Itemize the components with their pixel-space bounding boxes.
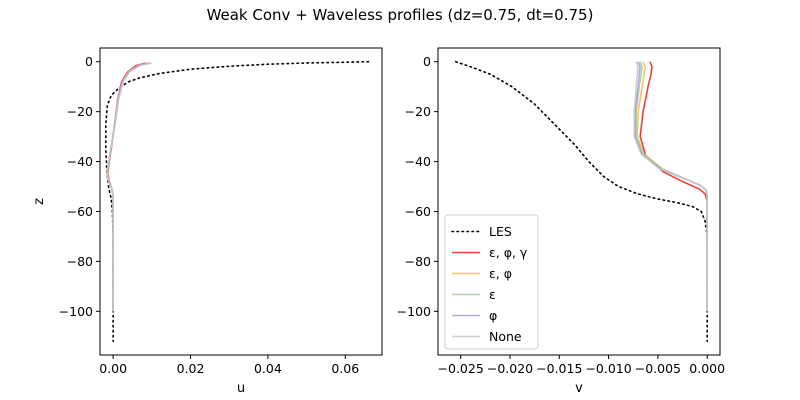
x-tick-label: −0.010 bbox=[585, 361, 631, 376]
y-tick-label: −20 bbox=[67, 104, 93, 119]
y-tick-label: −20 bbox=[405, 104, 431, 119]
legend: LES ε, φ, γ ε, φ εφ None bbox=[444, 214, 539, 350]
x-tick-label: −0.025 bbox=[438, 361, 484, 376]
x-axis-label: v bbox=[575, 381, 583, 396]
y-tick-label: −100 bbox=[397, 304, 431, 319]
x-tick-label: 0.02 bbox=[177, 361, 205, 376]
y-tick-label: −100 bbox=[59, 304, 93, 319]
x-tick-label: −0.015 bbox=[536, 361, 582, 376]
legend-label: ε bbox=[489, 287, 496, 302]
x-tick-label: 0.000 bbox=[689, 361, 725, 376]
chart-title: Weak Conv + Waveless profiles (dz=0.75, … bbox=[207, 6, 594, 24]
x-axis-label: u bbox=[237, 381, 245, 396]
series-line-les bbox=[105, 60, 370, 343]
y-tick-label: 0 bbox=[423, 54, 431, 69]
legend-item-eps: ε bbox=[452, 287, 496, 302]
legend-label: None bbox=[489, 329, 522, 344]
y-tick-label: −60 bbox=[405, 204, 431, 219]
y-axis-label: z bbox=[32, 198, 47, 205]
series-line-les bbox=[454, 60, 708, 343]
x-tick-label: 0.00 bbox=[99, 361, 127, 376]
axes-frame bbox=[99, 47, 383, 356]
legend-item-eps-phi-gamma: ε, φ, γ bbox=[452, 245, 528, 260]
x-tick-label: −0.005 bbox=[635, 361, 681, 376]
y-tick-label: −80 bbox=[405, 254, 431, 269]
x-tick-label: −0.020 bbox=[487, 361, 533, 376]
legend-label: ε, φ bbox=[489, 266, 512, 281]
legend-label: φ bbox=[489, 308, 497, 323]
x-tick-label: 0.06 bbox=[331, 361, 359, 376]
x-tick-label: 0.04 bbox=[254, 361, 282, 376]
legend-label: ε, φ, γ bbox=[489, 245, 528, 260]
series-line-none bbox=[633, 61, 708, 312]
legend-label: LES bbox=[489, 224, 512, 239]
y-tick-label: 0 bbox=[85, 54, 93, 69]
y-tick-label: −40 bbox=[405, 154, 431, 169]
legend-item-les: LES bbox=[451, 224, 512, 239]
legend-item-phi: φ bbox=[452, 308, 497, 323]
y-tick-label: −40 bbox=[67, 154, 93, 169]
panel-v-profile: −0.025 −0.020 −0.015 −0.010 −0.005 0.000 0 −20 −… bbox=[397, 47, 725, 396]
y-tick-label: −60 bbox=[67, 204, 93, 219]
panel-u-profile: 0.00 0.02 0.04 0.06 0 −20 −40 −60 −80 −100 u z bbox=[32, 47, 383, 396]
y-tick-label: −80 bbox=[67, 254, 93, 269]
legend-item-eps-phi: ε, φ bbox=[452, 266, 512, 281]
series-lines bbox=[454, 60, 708, 343]
legend-item-none: None bbox=[452, 329, 522, 344]
series-line-none bbox=[106, 62, 153, 312]
series-lines bbox=[105, 60, 370, 343]
axes-frame bbox=[437, 47, 721, 356]
